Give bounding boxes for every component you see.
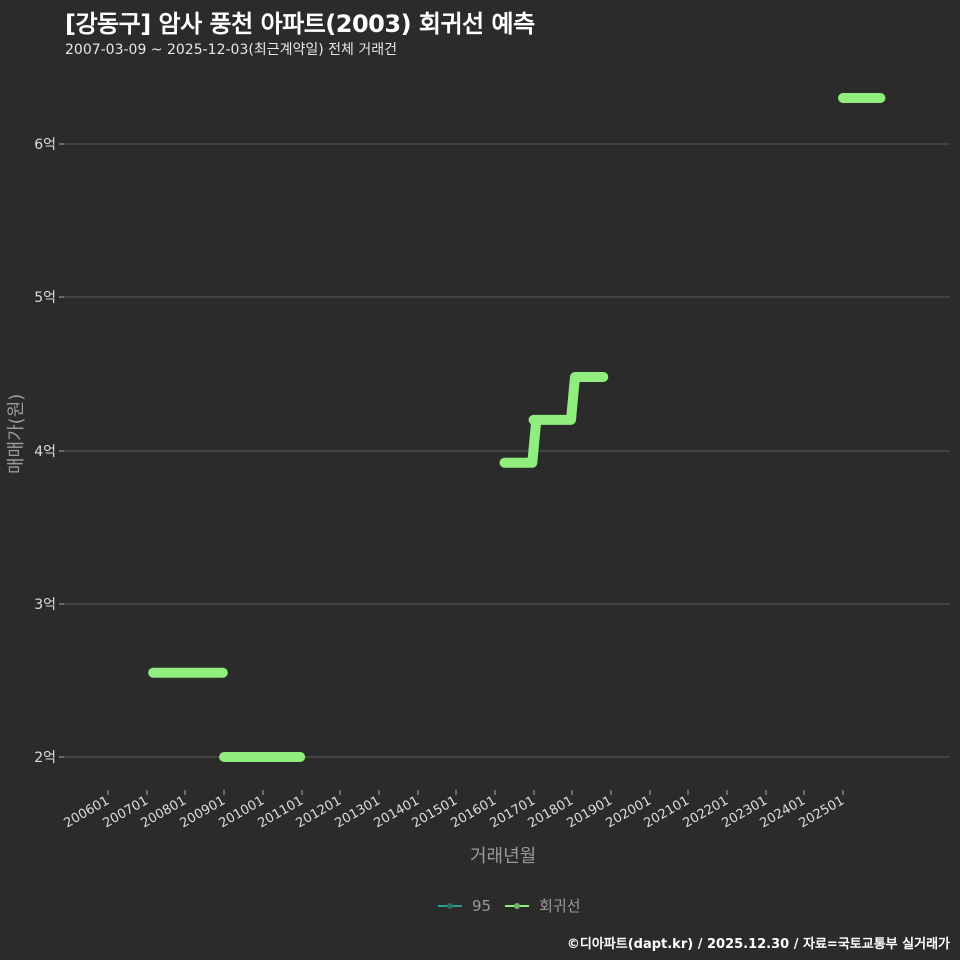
chart-title: [강동구] 암사 풍천 아파트(2003) 회귀선 예측 xyxy=(65,10,535,38)
regression-series xyxy=(148,93,886,762)
legend-label: 95 xyxy=(472,896,492,915)
regression-line xyxy=(148,93,886,762)
legend-label: 회귀선 xyxy=(539,897,581,915)
legend-item-regression[interactable]: 회귀선 xyxy=(505,895,581,916)
legend-key-regression-icon xyxy=(505,900,530,912)
chart-subtitle: 2007-03-09 ~ 2025-12-03(최근계약일) 전체 거래건 xyxy=(65,42,397,58)
y-axis-ticks: 6억 5억 4억 3억 2억 xyxy=(34,137,64,766)
x-axis-ticks: 2006012007012008012009012010012011012012… xyxy=(62,790,847,831)
legend-item-95[interactable]: 95 xyxy=(438,897,491,915)
legend: 95 회귀선 xyxy=(438,895,587,916)
legend-key-95-icon xyxy=(438,900,462,912)
footer-credit: ©디아파트(dapt.kr) / 2025.12.30 / 자료=국토교통부 실… xyxy=(566,937,950,952)
y-tick-label: 6억 xyxy=(34,137,56,153)
y-tick-label: 2억 xyxy=(34,750,56,766)
x-axis-title: 거래년월 xyxy=(470,846,537,867)
y-tick-label: 3억 xyxy=(34,597,56,613)
gridlines xyxy=(64,143,950,758)
x-tick-label: 202501 xyxy=(797,793,847,831)
y-tick-label: 4억 xyxy=(34,444,56,460)
y-tick-label: 5억 xyxy=(34,290,56,306)
